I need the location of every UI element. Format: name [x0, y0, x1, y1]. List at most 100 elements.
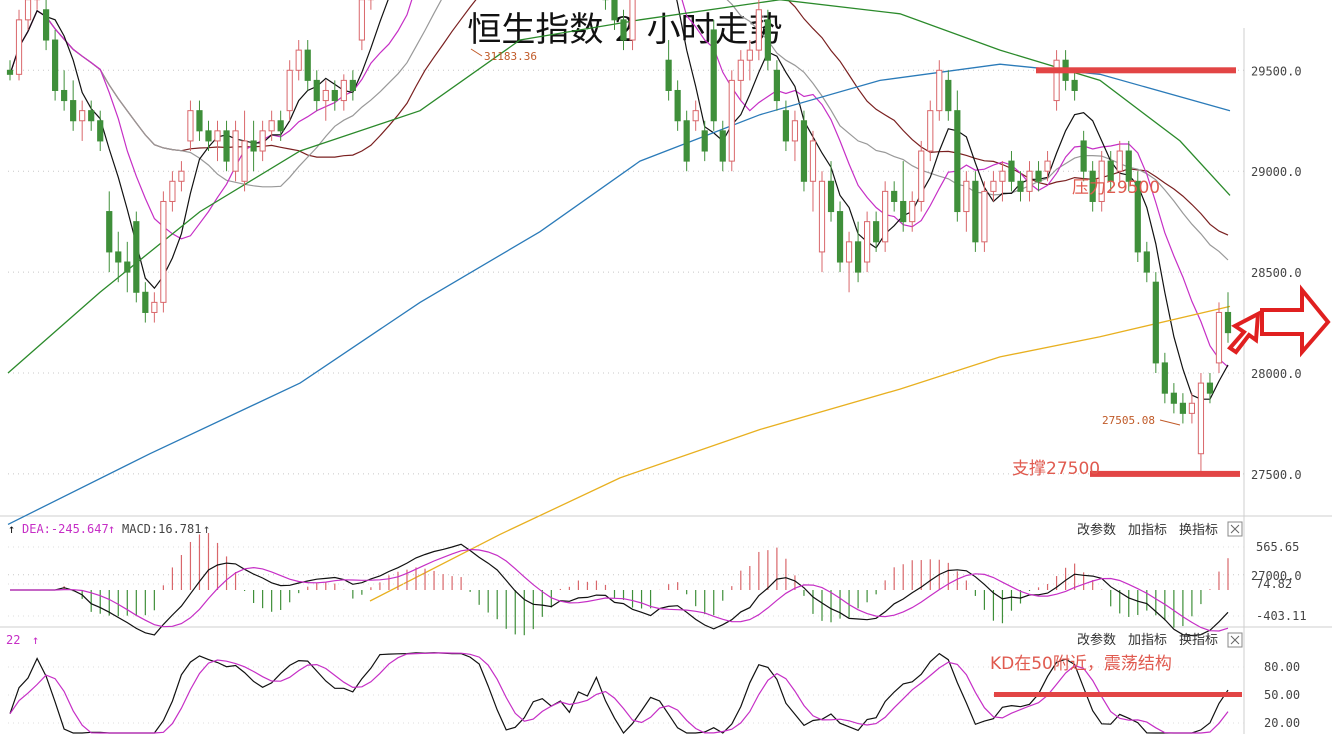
candle-down: [782, 110, 790, 142]
kd-y-label: 20.00: [1264, 716, 1300, 730]
candle-down: [42, 9, 50, 41]
candle-up: [936, 69, 943, 112]
candle-up: [809, 140, 817, 182]
candle-up: [963, 180, 970, 213]
candle-up: [160, 200, 167, 303]
candle-down: [1017, 180, 1024, 192]
candle-up: [15, 19, 23, 75]
candle-up: [737, 59, 744, 81]
candle-down: [97, 120, 104, 142]
kd-toolbar-button[interactable]: 换指标: [1179, 633, 1218, 648]
kd-toolbar-button[interactable]: 加指标: [1128, 633, 1167, 648]
y-tick-label: 28000.0: [1251, 367, 1302, 381]
candle-down: [1152, 281, 1159, 364]
candle-down: [1206, 382, 1214, 394]
candle-down: [196, 110, 203, 132]
candle-up: [169, 180, 176, 202]
candle-down: [827, 180, 835, 213]
candle-down: [1179, 402, 1186, 414]
candle-down: [1107, 160, 1114, 182]
candle-up: [629, 0, 636, 41]
candle-down: [1035, 170, 1042, 182]
low-pointer: [1159, 419, 1181, 426]
close-icon: [1230, 635, 1240, 645]
candle-up: [1116, 150, 1123, 172]
high-label: 31183.36: [484, 50, 537, 63]
ma20-line: [9, 0, 1229, 261]
legend-arrow: ↑: [32, 633, 39, 647]
dea-line: [10, 548, 1229, 632]
macd-y-label: 74.82: [1256, 577, 1292, 591]
candle-down: [710, 29, 717, 122]
candle-up: [882, 190, 889, 243]
candle-up: [340, 79, 347, 102]
candle-up: [259, 130, 266, 152]
candle-down: [1170, 392, 1177, 404]
candle-down: [115, 251, 122, 263]
macd-panel: ↑ DEA:-245.647 ↑ MACD:16.781 ↑ 改参数 加指标 换指标565.6…: [8, 521, 1307, 637]
candle-down: [124, 261, 131, 273]
ma250-line: [369, 305, 1231, 602]
candle-down: [1143, 251, 1150, 273]
candle-up: [241, 140, 248, 182]
kd-panel: 22 ↑ 改参数 加指标 换指标 80.00 50.00 20.00 KD在50附近，震荡结构: [6, 632, 1300, 734]
candle-down: [304, 49, 311, 81]
macd-toolbar-button[interactable]: 加指标: [1128, 523, 1167, 538]
candle-down: [620, 19, 627, 41]
legend-arrow: ↑: [8, 522, 15, 536]
kd-y-label: 80.00: [1264, 660, 1300, 674]
macd-toolbar-button[interactable]: 换指标: [1179, 523, 1218, 538]
candle-down: [773, 69, 780, 102]
macd-toolbar-button[interactable]: 改参数: [1077, 522, 1116, 538]
candle-down: [61, 89, 68, 102]
candle-up: [187, 110, 194, 142]
candle-up: [927, 110, 934, 152]
candle-down: [800, 120, 808, 182]
candle-up: [1026, 170, 1033, 192]
candle-up: [1053, 59, 1060, 102]
kd-y-label: 50.00: [1264, 688, 1300, 702]
candle-down: [1161, 362, 1168, 394]
ma30-line: [9, 0, 1229, 236]
candle-down: [665, 59, 672, 91]
candle-down: [313, 79, 320, 102]
candle-down: [945, 79, 952, 112]
ma5-line: [9, 0, 1229, 400]
candle-down: [891, 190, 898, 202]
kd-50-marker: [994, 692, 1242, 697]
kd-toolbar-button[interactable]: 改参数: [1077, 632, 1116, 648]
dif-line: [10, 543, 1229, 637]
ma10-line: [9, 0, 1229, 368]
candle-up: [358, 0, 365, 41]
candle-down: [1080, 140, 1087, 172]
ma60-line: [7, 0, 1231, 374]
candle-down: [1071, 79, 1078, 91]
candle-up: [981, 190, 988, 243]
candle-up: [214, 130, 221, 142]
close-icon: [1230, 524, 1240, 534]
macd-y-label: -403.11: [1256, 609, 1307, 623]
moving-average-lines: [7, 0, 1231, 602]
candle-down: [106, 211, 113, 253]
candlesticks: [6, 0, 1232, 473]
candle-up: [909, 200, 916, 223]
candle-up: [755, 9, 762, 51]
candle-up: [1188, 402, 1196, 414]
candle-down: [142, 291, 149, 313]
candle-down: [683, 120, 690, 162]
candle-down: [873, 221, 880, 243]
candle-down: [1008, 160, 1015, 182]
candle-up: [990, 180, 997, 192]
high-pointer: [470, 48, 483, 57]
candle-up: [322, 89, 329, 102]
kd-note: KD在50附近，震荡结构: [990, 654, 1172, 674]
candle-up: [791, 120, 799, 142]
legend-arrow: ↑: [108, 522, 115, 536]
candle-down: [52, 39, 59, 91]
candle-up: [151, 301, 158, 313]
candle-down: [1224, 311, 1232, 334]
candle-up: [918, 150, 925, 202]
legend-macd: MACD:16.781: [122, 522, 201, 536]
annotations: 压力29500 支撑27500 31183.36 27505.08: [470, 48, 1240, 479]
candle-up: [178, 170, 185, 182]
